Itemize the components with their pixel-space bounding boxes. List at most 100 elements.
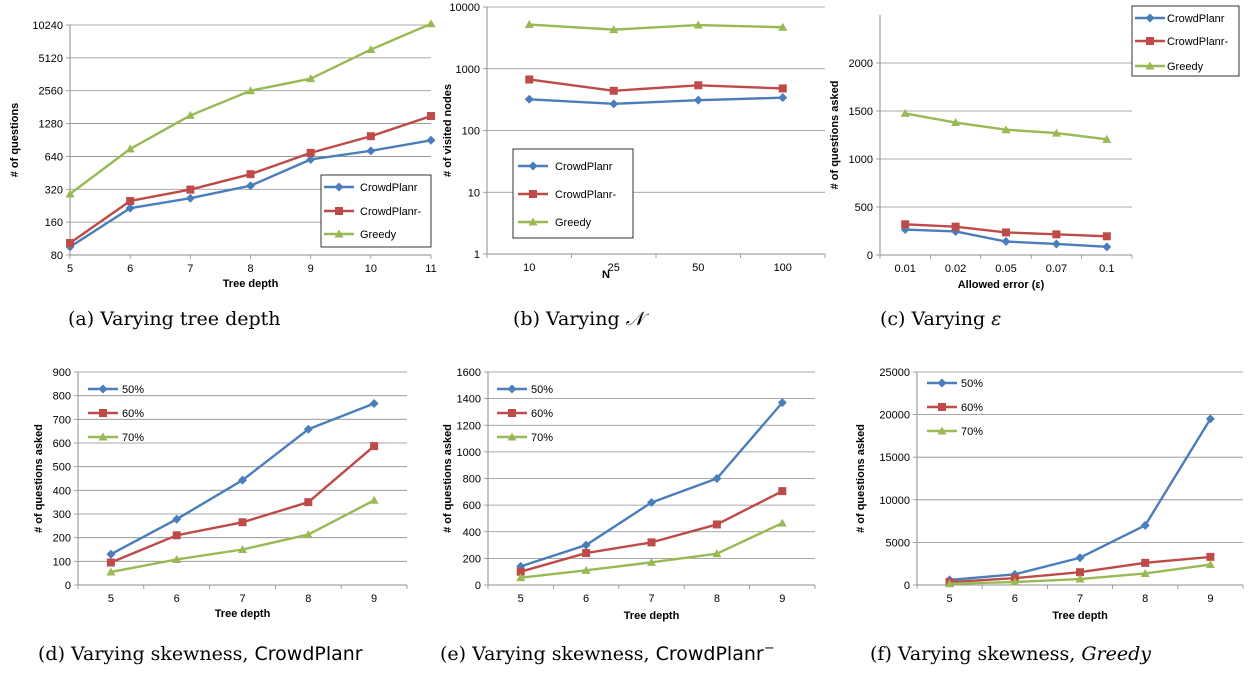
- chart-panel-c: 0 500 1000 1500 2000 0.01 0.02 0.05 0.07 0.1 Allow…: [829, 5, 1240, 330]
- data-point: [366, 132, 375, 141]
- data-point: [65, 189, 75, 198]
- data-point: [426, 19, 436, 28]
- y-axis-label: # of questions asked: [442, 424, 454, 533]
- legend-marker: [529, 190, 537, 198]
- data-point: [582, 549, 591, 558]
- chart-panel-b: 1 10 100 1000 10000 10 25 50 100 N # of visited no…: [442, 2, 826, 330]
- legend-label: Greedy: [555, 217, 592, 229]
- data-point: [369, 398, 379, 408]
- legend-marker: [507, 432, 517, 441]
- legend: CrowdPlanr CrowdPlanr- Greedy: [1131, 5, 1240, 77]
- y-tick-label: 1000: [457, 447, 481, 459]
- y-tick-label: 1400: [457, 394, 481, 406]
- data-point: [712, 474, 722, 483]
- data-point: [1075, 553, 1085, 563]
- data-point: [238, 545, 247, 553]
- x-tick-label: 25: [608, 262, 620, 274]
- caption-prefix: (e) Varying skewness,: [440, 643, 656, 665]
- y-tick-label: 600: [463, 500, 481, 512]
- series-60%: [516, 487, 787, 576]
- x-tick-label: 8: [714, 593, 720, 605]
- data-point: [1076, 568, 1084, 577]
- series-CrowdPlanr-: [66, 112, 435, 248]
- legend-marker: [1145, 61, 1155, 70]
- series-Greedy: [65, 19, 436, 198]
- data-point: [238, 475, 247, 485]
- data-point: [106, 549, 116, 559]
- y-tick-label: 20000: [879, 410, 910, 422]
- data-point: [246, 181, 255, 191]
- data-point: [694, 81, 703, 90]
- data-point: [66, 239, 74, 248]
- y-tick-label: 2560: [39, 86, 63, 98]
- y-tick-label: 10000: [879, 495, 910, 507]
- data-point: [1102, 134, 1112, 143]
- series-50%: [945, 414, 1215, 585]
- data-point: [426, 135, 436, 145]
- series-Greedy: [524, 20, 788, 34]
- y-tick-label: 800: [463, 474, 481, 486]
- legend-marker: [508, 409, 516, 417]
- y-tick-label: 320: [45, 184, 63, 196]
- data-point: [125, 203, 135, 213]
- data-point: [647, 538, 656, 547]
- legend-marker: [99, 409, 107, 417]
- y-tick-label: 80: [51, 250, 63, 262]
- data-point: [306, 74, 316, 83]
- data-point: [1205, 560, 1215, 569]
- x-tick-label: 100: [774, 262, 792, 274]
- legend-label: 50%: [122, 384, 144, 396]
- legend-marker: [528, 217, 538, 226]
- x-tick-label: 9: [371, 593, 377, 605]
- series-line: [69, 22, 432, 195]
- data-point: [1205, 414, 1215, 424]
- y-tick-label: 400: [463, 527, 481, 539]
- legend: CrowdPlanr CrowdPlanr- Greedy: [512, 148, 634, 239]
- series-70%: [106, 495, 379, 576]
- data-point: [778, 84, 787, 93]
- series-50%: [106, 398, 379, 559]
- chart-caption: (b) Varying 𝒩: [513, 308, 650, 330]
- legend-label: Greedy: [1167, 61, 1204, 73]
- legend-marker: [334, 182, 344, 192]
- x-tick-label: 0.02: [945, 263, 966, 275]
- data-point: [609, 99, 619, 109]
- data-point: [1001, 237, 1011, 247]
- series-60%: [106, 442, 379, 567]
- y-tick-label: 10240: [32, 20, 63, 32]
- series-line: [529, 96, 783, 106]
- legend: 50% 60% 70%: [88, 384, 144, 444]
- data-point: [1051, 239, 1061, 249]
- series-line: [529, 23, 783, 31]
- caption-italic: Greedy: [1081, 643, 1151, 665]
- chart-caption: (d) Varying skewness, CrowdPlanr: [38, 643, 363, 665]
- caption-prefix: (c) Varying: [880, 308, 991, 330]
- caption-system: CrowdPlanr: [255, 643, 363, 665]
- y-tick-label: 700: [53, 414, 71, 426]
- legend-marker: [937, 426, 947, 435]
- x-tick-label: 7: [1077, 593, 1083, 605]
- data-point: [172, 531, 181, 540]
- x-tick-label: 8: [1142, 593, 1148, 605]
- chart-panel-f: 0 5000 10000 15000 20000 25000 5 6 7 8 9 Tree depth…: [855, 367, 1244, 665]
- y-tick-label: 5120: [39, 53, 63, 65]
- chart-panel-a: 80 160 320 640 1280 2560 5120 10240 5 6 7 8 9 10 11 Tre…: [9, 19, 437, 330]
- y-tick-label: 500: [855, 202, 873, 214]
- data-point: [106, 567, 116, 576]
- data-point: [778, 22, 788, 31]
- y-axis-label: # of questions asked: [33, 424, 45, 533]
- data-point: [172, 514, 182, 524]
- legend-label: CrowdPlanr-: [1167, 36, 1228, 48]
- x-tick-label: 0.01: [894, 263, 915, 275]
- y-axis-label: # of questions: [9, 103, 21, 178]
- y-tick-label: 1000: [849, 154, 873, 166]
- legend-label: CrowdPlanr: [1167, 13, 1225, 25]
- series-line: [529, 78, 783, 92]
- y-axis-label: # of questions asked: [855, 424, 867, 533]
- data-point: [1001, 125, 1011, 134]
- x-tick-label: 5: [67, 263, 73, 275]
- y-tick-label: 0: [904, 580, 910, 592]
- x-tick-label: 11: [425, 263, 436, 275]
- data-point: [647, 497, 656, 507]
